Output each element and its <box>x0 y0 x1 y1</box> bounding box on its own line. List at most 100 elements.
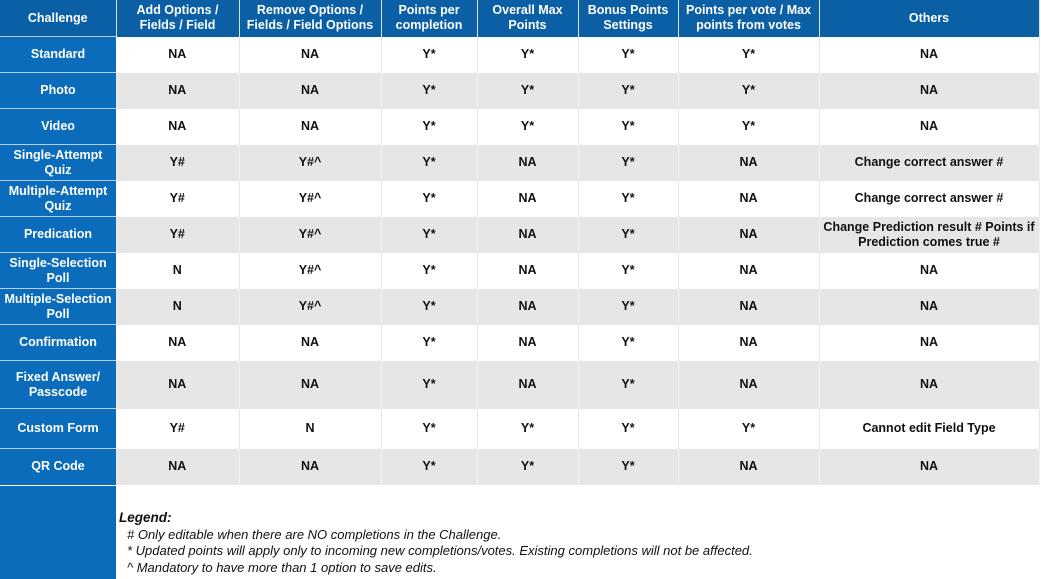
cell-overall-max: NA <box>477 288 579 325</box>
table-row: Standard NA NA Y* Y* Y* Y* NA <box>0 36 1040 73</box>
cell-overall-max: NA <box>477 360 579 409</box>
cell-overall-max: Y* <box>477 36 579 73</box>
cell-bonus: Y* <box>577 408 679 449</box>
cell-others: NA <box>819 252 1040 289</box>
cell-overall-max: NA <box>477 252 579 289</box>
cell-bonus: Y* <box>577 108 679 145</box>
cell-remove: NA <box>239 108 382 145</box>
cell-others: NA <box>819 36 1040 73</box>
challenge-name: Single-Selection Poll <box>0 252 116 289</box>
cell-others: NA <box>819 108 1040 145</box>
legend-hash: # Only editable when there are NO comple… <box>127 526 502 542</box>
table-row: Video NA NA Y* Y* Y* Y* NA <box>0 108 1040 145</box>
cell-bonus: Y* <box>577 216 679 253</box>
challenge-name: Confirmation <box>0 324 116 361</box>
cell-others: NA <box>819 448 1040 485</box>
cell-bonus: Y* <box>577 252 679 289</box>
challenge-name: Multiple-Attempt Quiz <box>0 180 116 217</box>
cell-points-per-vote: NA <box>678 324 820 361</box>
table-row: Confirmation NA NA Y* NA Y* NA NA <box>0 324 1040 361</box>
cell-remove: NA <box>239 36 382 73</box>
table-row: Single-Selection Poll N Y#^ Y* NA Y* NA NA <box>0 252 1040 289</box>
cell-overall-max: Y* <box>477 108 579 145</box>
header-points-per-completion: Points per completion <box>381 0 478 37</box>
cell-add: NA <box>116 324 240 361</box>
table-row: Custom Form Y# N Y* Y* Y* Y* Cannot edit Field … <box>0 408 1040 449</box>
cell-bonus: Y* <box>577 448 679 485</box>
header-points-per-vote: Points per vote / Max points from votes <box>678 0 820 37</box>
cell-points-per-completion: Y* <box>381 252 478 289</box>
cell-remove: Y#^ <box>239 288 382 325</box>
cell-bonus: Y* <box>577 288 679 325</box>
cell-remove: Y#^ <box>239 216 382 253</box>
cell-remove: N <box>239 408 382 449</box>
challenge-name: QR Code <box>0 448 116 485</box>
cell-overall-max: NA <box>477 324 579 361</box>
cell-remove: NA <box>239 324 382 361</box>
cell-remove: NA <box>239 448 382 485</box>
cell-points-per-vote: Y* <box>678 408 820 449</box>
cell-points-per-completion: Y* <box>381 36 478 73</box>
header-bonus-points: Bonus Points Settings <box>578 0 679 37</box>
cell-overall-max: NA <box>477 144 579 181</box>
cell-overall-max: Y* <box>477 72 579 109</box>
header-others: Others <box>819 0 1040 37</box>
table-row: Photo NA NA Y* Y* Y* Y* NA <box>0 72 1040 109</box>
cell-others: Change correct answer # <box>819 144 1040 181</box>
cell-remove: NA <box>239 72 382 109</box>
cell-points-per-completion: Y* <box>381 408 478 449</box>
cell-points-per-vote: NA <box>678 360 820 409</box>
cell-points-per-completion: Y* <box>381 360 478 409</box>
cell-add: N <box>116 252 240 289</box>
challenge-name: Video <box>0 108 116 145</box>
cell-points-per-completion: Y* <box>381 180 478 217</box>
legend-caret: ^ Mandatory to have more than 1 option t… <box>127 559 437 575</box>
cell-remove: NA <box>239 360 382 409</box>
cell-add: Y# <box>116 216 240 253</box>
cell-add: NA <box>116 108 240 145</box>
legend-sidebar-block <box>0 486 116 579</box>
legend-title: Legend: <box>119 510 172 525</box>
cell-others: Cannot edit Field Type <box>819 408 1040 449</box>
challenge-name: Predication <box>0 216 116 253</box>
cell-add: NA <box>116 72 240 109</box>
table-row: Multiple-Attempt Quiz Y# Y#^ Y* NA Y* NA Change… <box>0 180 1040 217</box>
cell-add: Y# <box>116 408 240 449</box>
cell-add: Y# <box>116 144 240 181</box>
header-row: Challenge Add Options / Fields / Field R… <box>0 0 1040 37</box>
cell-points-per-vote: NA <box>678 448 820 485</box>
cell-others: Change Prediction result # Points if Pre… <box>819 216 1040 253</box>
table-row: Single-Attempt Quiz Y# Y#^ Y* NA Y* NA Change c… <box>0 144 1040 181</box>
cell-bonus: Y* <box>577 36 679 73</box>
challenge-name: Single-Attempt Quiz <box>0 144 116 181</box>
cell-bonus: Y* <box>577 180 679 217</box>
cell-remove: Y#^ <box>239 180 382 217</box>
challenge-name: Multiple-Selection Poll <box>0 288 116 325</box>
cell-add: NA <box>116 448 240 485</box>
cell-points-per-completion: Y* <box>381 144 478 181</box>
cell-points-per-vote: Y* <box>678 36 820 73</box>
cell-others: Change correct answer # <box>819 180 1040 217</box>
cell-points-per-vote: NA <box>678 216 820 253</box>
cell-bonus: Y* <box>577 324 679 361</box>
cell-others: NA <box>819 324 1040 361</box>
table-row: Multiple-Selection Poll N Y#^ Y* NA Y* NA NA <box>0 288 1040 325</box>
cell-overall-max: Y* <box>477 408 579 449</box>
legend-star: * Updated points will apply only to inco… <box>127 543 753 558</box>
legend: Legend: # Only editable when there are N… <box>119 510 753 576</box>
challenge-name: Standard <box>0 36 116 73</box>
table-row: Fixed Answer/ Passcode NA NA Y* NA Y* NA NA <box>0 360 1040 409</box>
cell-remove: Y#^ <box>239 252 382 289</box>
cell-add: N <box>116 288 240 325</box>
cell-bonus: Y* <box>577 72 679 109</box>
cell-others: NA <box>819 72 1040 109</box>
cell-remove: Y#^ <box>239 144 382 181</box>
cell-points-per-vote: Y* <box>678 72 820 109</box>
cell-points-per-completion: Y* <box>381 72 478 109</box>
cell-others: NA <box>819 360 1040 409</box>
challenge-name: Photo <box>0 72 116 109</box>
cell-add: Y# <box>116 180 240 217</box>
cell-points-per-vote: NA <box>678 288 820 325</box>
cell-bonus: Y* <box>577 144 679 181</box>
cell-points-per-vote: Y* <box>678 108 820 145</box>
